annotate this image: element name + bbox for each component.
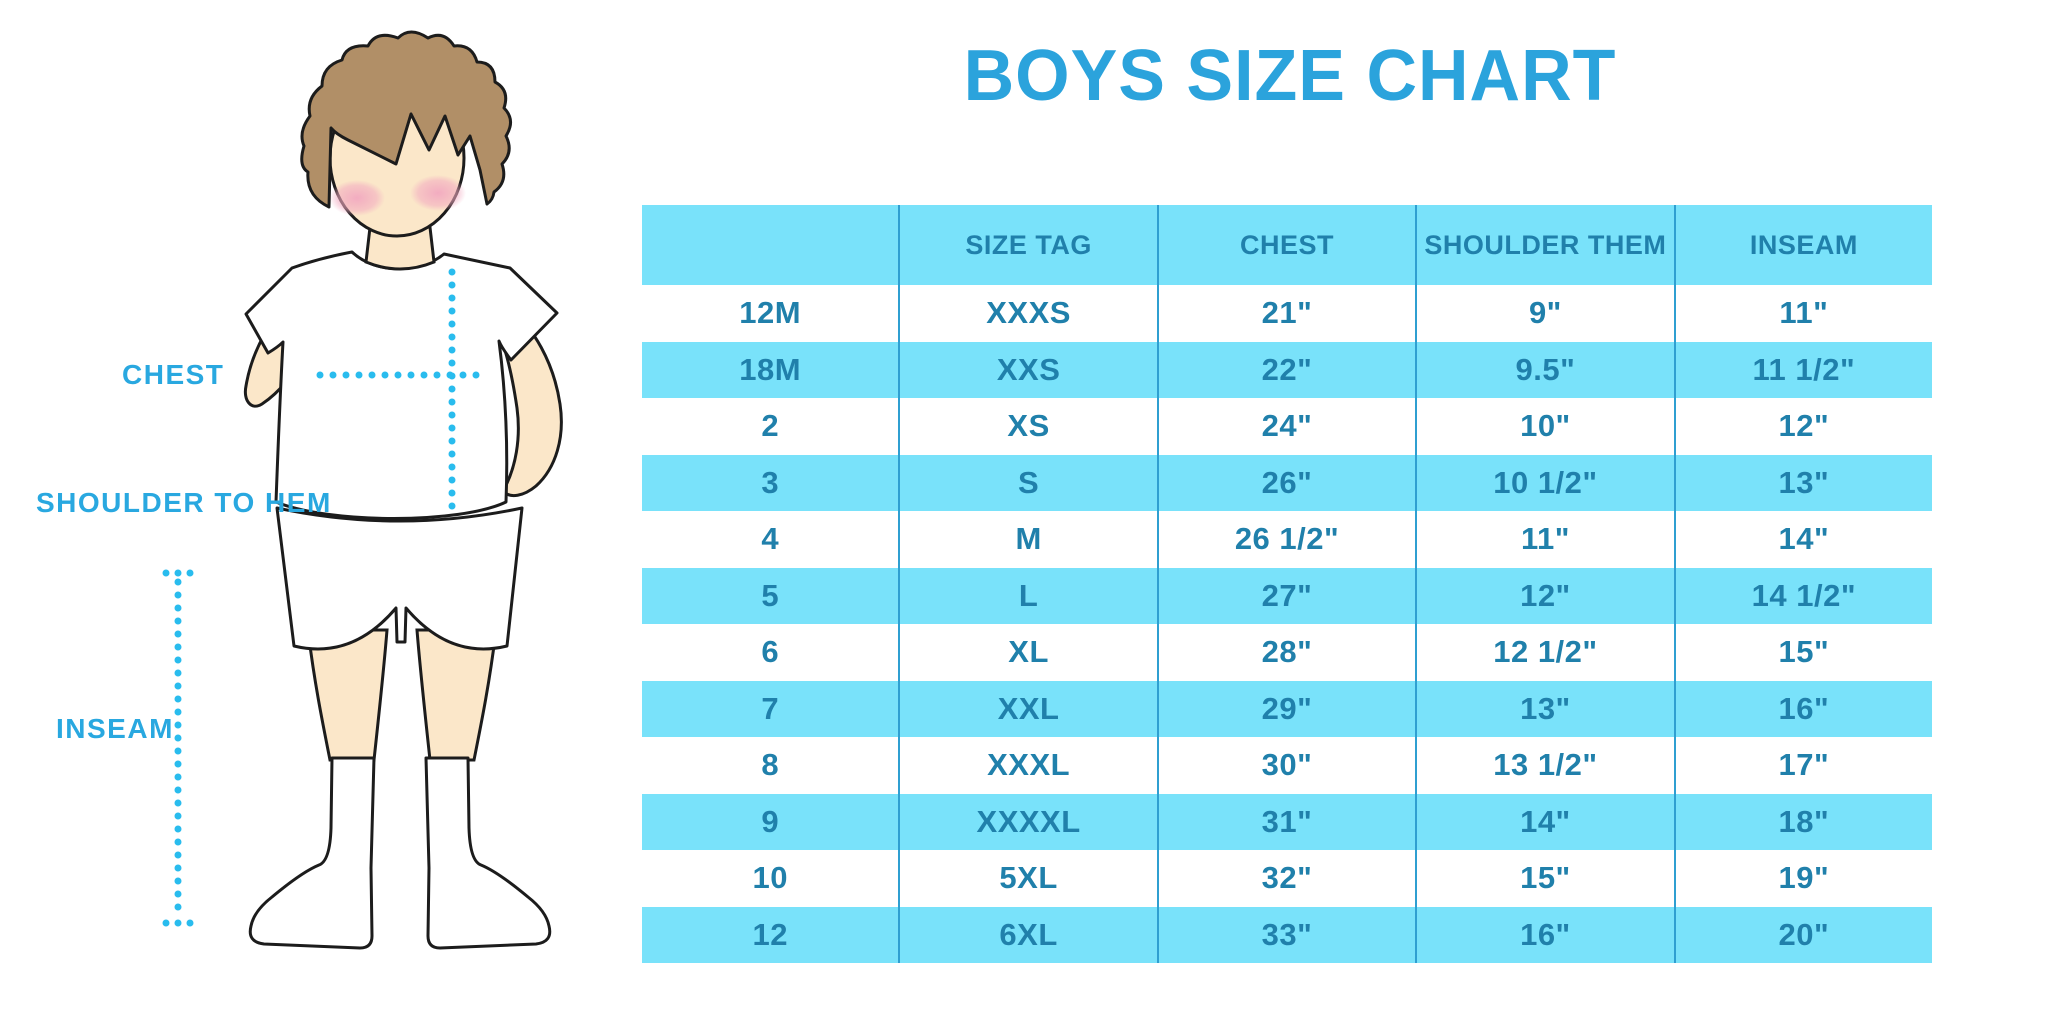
table-cell: 10 <box>752 860 788 896</box>
table-cell: 18" <box>1673 793 1932 850</box>
table-cell: 30" <box>1156 737 1415 794</box>
table-cell: XXXL <box>898 737 1156 794</box>
table-cell: 26 1/2" <box>1156 511 1415 568</box>
column-header: CHEST <box>1156 205 1415 285</box>
table-cell: 20" <box>1673 906 1932 963</box>
table-cell: 15" <box>1415 850 1673 907</box>
table-cell: 2 <box>761 408 780 444</box>
table-cell: 24" <box>1156 398 1415 455</box>
boy-shirt <box>244 250 559 520</box>
table-cell: 12 <box>752 916 788 952</box>
table-row: 8 XXXL 30" 13 1/2" 17" <box>642 737 1932 794</box>
table-row: 9 XXXXL 31" 14" 18" <box>642 793 1932 850</box>
table-row: 5 L 27" 12" 14 1/2" <box>642 567 1932 624</box>
table-cell: XS <box>898 398 1156 455</box>
table-cell: 9.5" <box>1415 341 1673 398</box>
table-cell: 26" <box>1156 454 1415 511</box>
boy-shorts <box>275 506 524 651</box>
table-cell: XXS <box>898 341 1156 398</box>
chest-label: CHEST <box>122 359 224 390</box>
column-header: SHOULDER THEM <box>1415 205 1673 285</box>
table-cell: M <box>898 511 1156 568</box>
table-cell: 7 <box>761 690 780 726</box>
measurement-figure: CHEST SHOULDER TO HEM INSEAM <box>36 30 563 950</box>
table-cell: 17" <box>1673 737 1932 794</box>
boy-left-cheek-blush <box>329 180 385 216</box>
page-title: BOYS SIZE CHART <box>963 34 1617 116</box>
shoulder-to-hem-label: SHOULDER TO HEM <box>36 487 332 518</box>
table-row: 18M XXS 22" 9.5" 11 1/2" <box>642 341 1932 398</box>
table-row: 12 6XL 33" 16" 20" <box>642 906 1932 963</box>
table-cell: 15" <box>1673 624 1932 681</box>
table-cell: 11" <box>1415 511 1673 568</box>
table-cell: 12 1/2" <box>1415 624 1673 681</box>
table-cell: 13 1/2" <box>1415 737 1673 794</box>
size-table-header-row: SIZE TAG CHEST SHOULDER THEM INSEAM <box>642 205 1932 285</box>
size-table: SIZE TAG CHEST SHOULDER THEM INSEAM 12M XXXS… <box>642 205 1932 963</box>
table-row: 2 XS 24" 10" 12" <box>642 398 1932 455</box>
table-row: 6 XL 28" 12 1/2" 15" <box>642 624 1932 681</box>
table-cell: 14" <box>1673 511 1932 568</box>
table-cell: 5XL <box>898 850 1156 907</box>
table-cell: 13" <box>1673 454 1932 511</box>
table-cell: 32" <box>1156 850 1415 907</box>
table-cell: 21" <box>1156 285 1415 342</box>
table-cell: 11 1/2" <box>1673 341 1932 398</box>
table-cell: XXXXL <box>898 793 1156 850</box>
boy-left-sock <box>248 756 376 950</box>
table-cell: L <box>898 567 1156 624</box>
table-cell: 27" <box>1156 567 1415 624</box>
column-header: INSEAM <box>1673 205 1932 285</box>
table-cell: 12M <box>739 295 802 331</box>
inseam-label: INSEAM <box>56 713 174 744</box>
boy-hair <box>300 30 512 209</box>
table-row: 12M XXXS 21" 9" 11" <box>642 285 1932 342</box>
boy-right-sock <box>424 756 552 950</box>
table-cell: 29" <box>1156 680 1415 737</box>
column-header <box>642 205 898 285</box>
table-cell: 3 <box>761 464 780 500</box>
table-cell: 28" <box>1156 624 1415 681</box>
table-cell: 6XL <box>898 906 1156 963</box>
table-cell: 19" <box>1673 850 1932 907</box>
table-cell: 16" <box>1415 906 1673 963</box>
table-cell: XL <box>898 624 1156 681</box>
table-cell: 9" <box>1415 285 1673 342</box>
table-row: 7 XXL 29" 13" 16" <box>642 680 1932 737</box>
table-row: 10 5XL 32" 15" 19" <box>642 850 1932 907</box>
table-cell: XXL <box>898 680 1156 737</box>
table-cell: 12" <box>1415 567 1673 624</box>
table-cell: 31" <box>1156 793 1415 850</box>
boy-right-leg <box>415 628 498 762</box>
table-cell: 4 <box>761 521 780 557</box>
table-cell: 10" <box>1415 398 1673 455</box>
table-cell: 8 <box>761 747 780 783</box>
table-row: 4 M 26 1/2" 11" 14" <box>642 511 1932 568</box>
table-cell: 9 <box>761 803 780 839</box>
table-cell: 6 <box>761 634 780 670</box>
table-cell: 22" <box>1156 341 1415 398</box>
table-cell: 14" <box>1415 793 1673 850</box>
table-cell: 10 1/2" <box>1415 454 1673 511</box>
table-cell: 14 1/2" <box>1673 567 1932 624</box>
table-cell: 13" <box>1415 680 1673 737</box>
column-header: SIZE TAG <box>898 205 1156 285</box>
size-table-body: 12M XXXS 21" 9" 11" 18M XXS 22" 9.5" 11 1/2" 2 XS 24… <box>642 285 1932 963</box>
table-cell: 18M <box>739 351 802 387</box>
table-row: 3 S 26" 10 1/2" 13" <box>642 454 1932 511</box>
table-cell: 33" <box>1156 906 1415 963</box>
boy-right-cheek-blush <box>410 175 466 211</box>
table-cell: 12" <box>1673 398 1932 455</box>
table-cell: 11" <box>1673 285 1932 342</box>
table-cell: XXXS <box>898 285 1156 342</box>
table-cell: 5 <box>761 577 780 613</box>
table-cell: S <box>898 454 1156 511</box>
table-cell: 16" <box>1673 680 1932 737</box>
